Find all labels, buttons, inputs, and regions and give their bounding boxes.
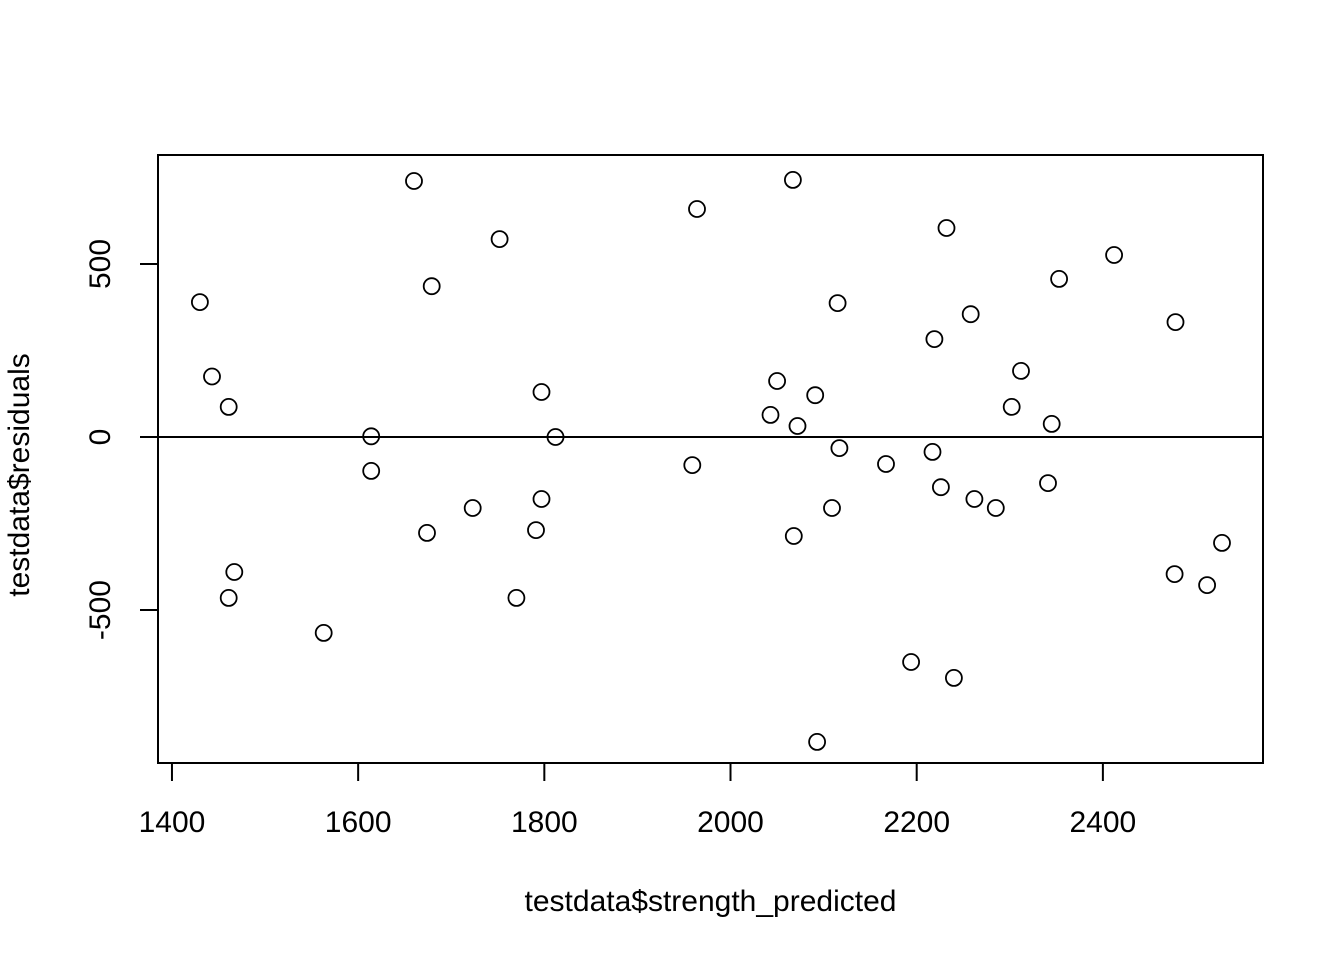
data-point	[937, 219, 956, 237]
data-point	[190, 293, 209, 312]
data-point	[1165, 565, 1184, 583]
x-axis-tick-label: 2000	[697, 806, 764, 839]
data-point	[961, 305, 980, 324]
data-point	[788, 417, 807, 435]
data-point	[806, 386, 825, 405]
data-point	[784, 527, 803, 545]
data-point	[761, 405, 780, 424]
data-point	[688, 200, 706, 218]
data-point	[1039, 474, 1057, 493]
y-axis-title: testdata$residuals	[3, 353, 36, 597]
data-point	[1198, 576, 1216, 594]
data-point	[784, 170, 802, 189]
data-point	[532, 490, 551, 508]
data-point	[1166, 313, 1185, 332]
data-point	[902, 653, 920, 671]
data-point	[362, 427, 381, 446]
y-axis-tick-label: 500	[84, 239, 117, 289]
data-point	[1002, 397, 1021, 416]
data-point	[405, 172, 423, 190]
data-point	[1012, 361, 1030, 380]
x-axis-title: testdata$strength_predicted	[524, 885, 897, 918]
x-axis-tick-label: 2400	[1070, 806, 1137, 839]
data-point	[1050, 269, 1068, 288]
data-point	[1042, 414, 1061, 433]
data-point	[507, 589, 526, 607]
data-point	[422, 277, 441, 296]
data-point	[877, 455, 895, 473]
plot-border	[157, 154, 1264, 764]
data-point	[986, 499, 1005, 517]
data-point	[225, 563, 244, 581]
data-point	[219, 397, 238, 416]
data-point	[463, 499, 482, 517]
data-point	[925, 330, 944, 349]
data-point	[362, 461, 381, 480]
data-point	[830, 439, 849, 458]
data-point	[1105, 246, 1123, 264]
data-point	[490, 230, 509, 249]
data-point	[823, 499, 841, 517]
x-axis-tick-label: 1800	[511, 806, 578, 839]
data-point	[808, 733, 826, 751]
data-point	[683, 456, 702, 475]
data-point	[965, 490, 984, 508]
data-point	[314, 624, 333, 642]
data-point	[945, 669, 963, 687]
data-point	[923, 442, 942, 461]
x-axis-tick-label: 2200	[883, 806, 950, 839]
data-point	[532, 383, 551, 401]
data-point	[527, 521, 545, 539]
y-axis-tick-label: -500	[84, 580, 117, 640]
data-point	[932, 478, 950, 497]
data-point	[219, 589, 238, 607]
data-point	[828, 294, 847, 313]
data-point	[1213, 534, 1231, 552]
data-point	[768, 372, 786, 390]
data-point	[203, 367, 221, 386]
x-axis-tick-label: 1600	[325, 806, 392, 839]
y-axis-tick-label: 0	[84, 429, 117, 446]
data-point	[418, 524, 436, 542]
x-axis-tick-label: 1400	[139, 806, 206, 839]
data-point	[546, 428, 565, 446]
